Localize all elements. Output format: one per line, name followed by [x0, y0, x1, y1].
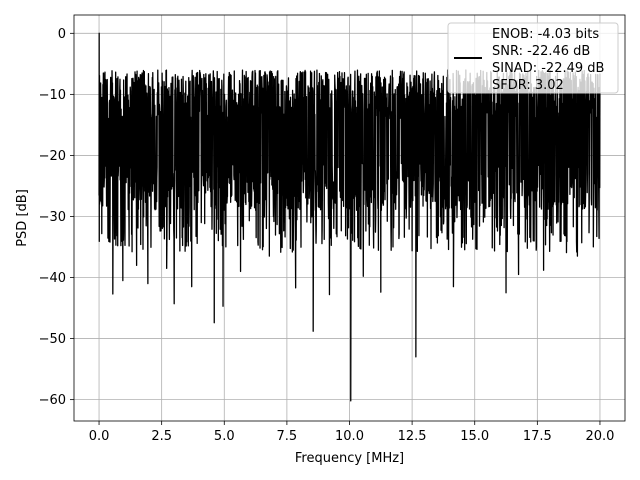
x-tick-label: 10.0 — [335, 429, 364, 444]
x-tick-label: 0.0 — [89, 429, 110, 444]
y-axis-label: PSD [dB] — [15, 189, 30, 247]
x-tick-label: 15.0 — [460, 429, 489, 444]
y-tick-label: −30 — [39, 210, 66, 225]
legend: ENOB: -4.03 bits SNR: -22.46 dB SINAD: -… — [447, 22, 619, 94]
legend-box — [447, 22, 619, 94]
x-axis-label: Frequency [MHz] — [295, 451, 404, 466]
x-tick-label: 2.5 — [151, 429, 172, 444]
y-tick-label: −10 — [39, 88, 66, 103]
y-tick-label: −50 — [39, 332, 66, 347]
x-axis: 0.0 2.5 5.0 7.5 10.0 12.5 15.0 17.5 20.0 — [89, 421, 614, 444]
legend-sinad: SINAD: -22.49 dB — [492, 61, 604, 76]
y-axis: 0 −10 −20 −30 −40 −50 −60 — [39, 27, 74, 408]
x-tick-label: 5.0 — [214, 429, 235, 444]
legend-enob: ENOB: -4.03 bits — [492, 27, 599, 42]
y-tick-label: −60 — [39, 393, 66, 408]
legend-snr: SNR: -22.46 dB — [492, 44, 590, 59]
x-tick-label: 17.5 — [523, 429, 552, 444]
legend-sfdr: SFDR: 3.02 — [492, 78, 564, 93]
x-tick-label: 7.5 — [277, 429, 298, 444]
y-tick-label: −20 — [39, 149, 66, 164]
x-tick-label: 12.5 — [398, 429, 427, 444]
x-tick-label: 20.0 — [585, 429, 614, 444]
y-tick-label: −40 — [39, 271, 66, 286]
y-tick-label: 0 — [58, 27, 66, 42]
